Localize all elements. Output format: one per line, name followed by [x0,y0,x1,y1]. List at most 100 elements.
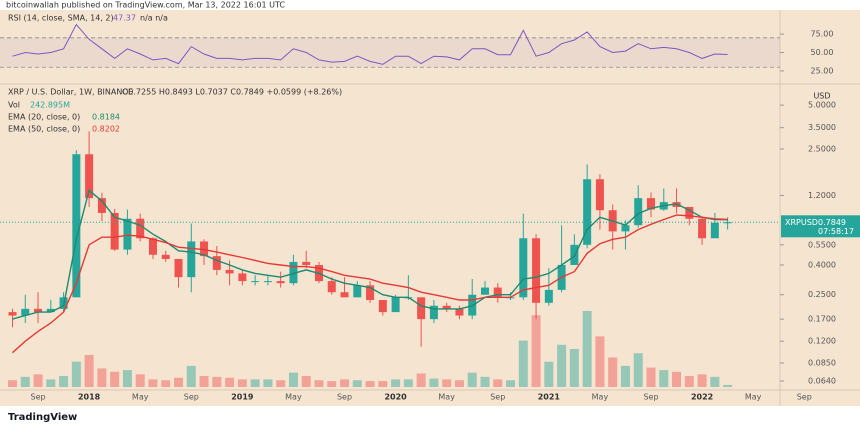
candle-body [366,285,375,301]
volume-bar [340,379,350,387]
volume-bar [237,379,247,387]
candle-body [532,238,541,303]
candle-body [174,258,183,278]
x-tick-label: 2018 [78,393,101,402]
volume-bar [288,372,298,387]
rsi-title: RSI (14, close, SMA, 14, 2) [8,14,114,23]
candle-body [85,154,94,199]
x-tick-label: Sep [337,393,352,402]
x-tick-label: Sep [490,393,505,402]
rsi-tick-label: 50.00 [811,48,834,57]
y-tick-label: 0.1700 [808,315,836,324]
rsi-line [12,23,728,65]
candle-body [519,238,528,298]
candle-body [8,312,17,316]
volume-bar [46,379,56,387]
candle-body [46,308,55,313]
y-tick-label: 1.2000 [808,191,836,200]
ema20-name: EMA (20, close, 0) [8,113,80,122]
footer-logo: TradingView [8,412,77,423]
rsi-tick-label: 75.00 [811,30,834,39]
ema-line [12,214,728,354]
volume-bar [608,357,618,387]
volume-value: 242.895M [30,101,70,110]
volume-bar [672,371,682,387]
volume-bar [480,376,490,387]
volume-bar [493,379,503,387]
volume-bar [557,344,567,387]
candle-body [685,206,694,219]
price-tag-value: 0.7849 [818,218,846,227]
volume-bar [442,379,452,387]
volume-bar [59,376,69,387]
candle-body [710,222,719,239]
candle-body [161,254,170,259]
candle-body [378,300,387,313]
x-tick-label: May [438,393,455,402]
rsi-extra: n/a n/a [140,14,168,23]
y-tick-label: 0.1200 [808,337,836,346]
y-tick-label: 3.5000 [808,123,836,132]
volume-bar [352,380,362,387]
volume-bar [276,380,286,387]
volume-name: Vol [8,101,20,110]
volume-bar [314,380,324,387]
price-tag [781,215,860,238]
volume-bar [454,380,464,387]
candle-body [698,218,707,239]
candle-body [647,198,655,210]
volume-bar [518,340,528,387]
volume-bar [633,353,643,387]
candle-body [110,212,119,250]
x-tick-label: Sep [31,393,46,402]
volume-bar [403,379,413,387]
candle-body [21,308,30,316]
volume-bar [110,371,120,387]
candle-body [455,308,464,316]
volume-bar [365,381,375,387]
volume-bar [429,378,439,387]
ema50-value: 0.8202 [92,125,120,134]
volume-bar [467,372,477,387]
x-tick-label: 2019 [231,393,254,402]
y-tick-label: 0.0640 [808,376,836,385]
volume-bar [659,370,669,387]
volume-bar [225,377,235,387]
candle-body [148,238,157,255]
candle-body [123,218,132,250]
candle-body [289,261,298,284]
volume-bar [684,376,694,387]
rsi-band [0,37,780,68]
candle-body [583,179,592,245]
volume-bar [416,373,426,387]
y-tick-label: 0.0850 [808,359,836,368]
y-tick-label: 5.0000 [808,101,836,110]
volume-bar [531,315,541,387]
candle-body [238,273,247,282]
volume-bar [135,374,145,387]
volume-bar [544,361,554,387]
volume-bar [122,370,132,387]
rsi-value: 47.37 [113,14,136,23]
x-tick-label: 2020 [384,393,407,402]
volume-bar [250,379,260,387]
price-tag-countdown: 07:58:17 [818,227,854,236]
volume-bar [327,381,337,387]
ema-line [12,189,728,320]
y-tick-label: 0.5500 [808,240,836,249]
candle-body [391,297,400,313]
candle-body [200,241,209,257]
volume-bar [84,354,94,387]
volume-bar [71,361,81,387]
candle-body [544,289,553,303]
volume-bar [506,380,516,387]
candle-body [621,225,630,232]
x-tick-label: May [745,393,762,402]
x-tick-label: 2022 [691,393,713,402]
volume-bar [33,374,43,387]
publisher: bitcoinwallah published on TradingView.c… [6,1,285,10]
candle-body [429,305,438,320]
volume-bar [697,374,707,387]
volume-bar [378,381,388,387]
